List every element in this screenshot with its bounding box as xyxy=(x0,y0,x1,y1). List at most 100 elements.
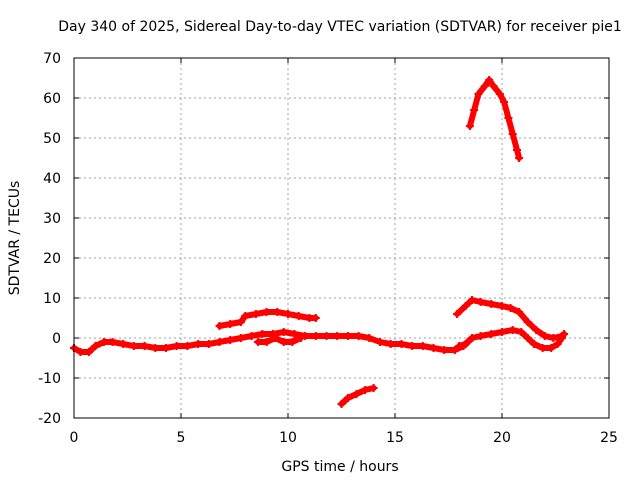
data-point xyxy=(271,334,280,342)
data-point xyxy=(361,386,370,394)
data-point xyxy=(258,330,267,338)
x-axis-label: GPS time / hours xyxy=(281,459,398,475)
data-point xyxy=(553,340,562,348)
data-point xyxy=(418,342,427,350)
data-point xyxy=(500,98,509,106)
data-point xyxy=(84,348,93,356)
data-point xyxy=(517,328,526,336)
data-point xyxy=(236,334,245,342)
y-tick-label: 40 xyxy=(43,171,61,187)
data-point xyxy=(91,342,100,350)
data-point xyxy=(226,320,235,328)
y-tick-label: 50 xyxy=(43,131,61,147)
data-point xyxy=(296,334,305,342)
data-point xyxy=(162,344,171,352)
data-point xyxy=(215,322,224,330)
data-point xyxy=(288,338,297,346)
data-point xyxy=(226,336,235,344)
data-point xyxy=(515,154,524,162)
data-point xyxy=(76,348,85,356)
data-point xyxy=(468,334,477,342)
y-tick-label: -10 xyxy=(38,371,61,387)
data-point xyxy=(108,338,117,346)
data-point xyxy=(262,308,271,316)
y-tick-label: 70 xyxy=(43,51,61,67)
y-tick-label: -20 xyxy=(38,411,61,427)
data-point xyxy=(254,338,263,346)
y-tick-label: 10 xyxy=(43,291,61,307)
series-track-f xyxy=(453,296,566,342)
data-point xyxy=(140,342,149,350)
data-point xyxy=(476,332,485,340)
data-point xyxy=(515,308,524,316)
data-point xyxy=(440,346,449,354)
data-point xyxy=(498,328,506,336)
series-track-d xyxy=(337,384,378,408)
data-point xyxy=(408,342,417,350)
plot-frame xyxy=(73,57,610,419)
data-point xyxy=(487,330,496,338)
y-tick-label: 30 xyxy=(43,211,61,227)
series-track-e xyxy=(455,326,569,352)
y-tick-label: 20 xyxy=(43,251,61,267)
data-point xyxy=(236,318,245,326)
data-point xyxy=(354,332,363,340)
data-point xyxy=(495,90,504,98)
data-point xyxy=(369,384,378,392)
data-point xyxy=(99,338,108,346)
x-tick-label: 0 xyxy=(70,430,79,446)
data-point xyxy=(194,340,203,348)
data-point xyxy=(512,146,521,154)
data-point xyxy=(172,342,181,350)
data-point xyxy=(429,344,438,352)
data-point xyxy=(461,302,470,310)
data-point xyxy=(532,326,541,334)
data-point xyxy=(311,314,320,322)
series-track-c xyxy=(254,334,305,346)
data-point xyxy=(523,334,532,342)
data-point xyxy=(474,90,483,98)
data-point xyxy=(547,344,556,352)
data-point xyxy=(352,390,361,398)
series-track-b xyxy=(215,308,320,330)
data-point xyxy=(455,342,464,350)
data-point xyxy=(450,346,459,354)
data-point xyxy=(530,340,539,348)
data-point xyxy=(343,332,352,340)
data-point xyxy=(290,330,299,338)
data-point xyxy=(322,332,331,340)
series-track-g xyxy=(465,76,524,162)
data-point xyxy=(498,302,506,310)
data-point xyxy=(251,310,260,318)
data-point xyxy=(183,342,192,350)
data-point xyxy=(557,332,566,340)
data-point xyxy=(119,340,128,348)
data-point xyxy=(284,310,292,318)
data-point xyxy=(215,338,224,346)
data-point xyxy=(311,332,320,340)
data-point xyxy=(480,82,489,90)
data-point xyxy=(453,310,462,318)
data-point xyxy=(523,318,532,326)
data-point xyxy=(485,76,494,84)
data-point xyxy=(549,334,558,342)
data-point xyxy=(465,122,474,130)
data-point xyxy=(397,340,406,348)
data-point xyxy=(376,338,385,346)
data-point xyxy=(538,344,547,352)
data-point xyxy=(262,338,271,346)
data-point xyxy=(504,114,513,122)
x-tick-label: 10 xyxy=(279,430,297,446)
data-point xyxy=(151,344,160,352)
y-axis-label: SDTVAR / TECUs xyxy=(7,181,23,296)
data-point xyxy=(273,308,282,316)
data-point xyxy=(489,82,498,90)
x-tick-label: 25 xyxy=(600,430,618,446)
y-tick-label: 60 xyxy=(43,91,61,107)
data-point xyxy=(476,298,485,306)
data-series xyxy=(70,76,569,408)
data-point xyxy=(241,312,250,320)
data-point xyxy=(365,334,374,342)
